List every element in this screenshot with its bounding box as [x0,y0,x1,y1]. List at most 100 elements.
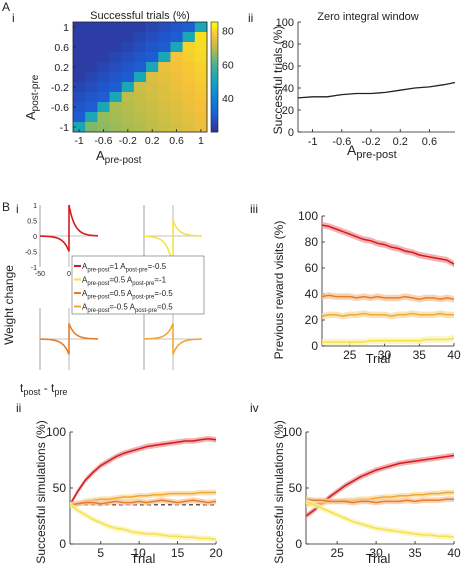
heatmap-cell [85,42,98,53]
y-tick-label: 50 [53,481,67,495]
colorbar-segment [211,22,218,25]
heatmap-cell [194,92,208,103]
stdp-curve-causal [172,338,202,355]
heatmap-cell [121,72,135,83]
colorbar-segment [211,59,218,63]
colorbar-segment [211,39,218,43]
heatmap-y-tick-label: 0.2 [54,62,69,74]
previous-reward-y-label: Previous reward visits (%) [272,221,286,360]
heatmap-cell [109,82,123,93]
heatmap-cell [73,102,86,113]
heatmap-cell [146,82,159,93]
heatmap-cell [109,42,123,53]
colorbar-segment [211,112,218,115]
heatmap-cell [182,32,196,43]
y-tick-label: 100 [276,17,294,29]
heatmap-cell [121,62,135,73]
previous-reward-plot: 25 30 35 40 0 20 40 60 80 100 [298,209,461,362]
heatmap-y-tick-label: -0.2 [51,82,69,94]
legend: Apre-post=1 Apost-pre=-0.5 Apre-post=0.5 … [71,255,205,315]
heatmap-cell [109,22,123,33]
y-tick-label: 0 [295,537,302,551]
heatmap-cell [73,52,86,63]
colorbar-frame [210,21,219,133]
y-tick-label: 40 [305,287,319,301]
legend-entry: Apre-post=0.5 Apost-pre=-1 [82,276,167,288]
heatmap-cell [133,22,147,33]
y-tick-label: 80 [282,39,294,51]
y-tick-label: 80 [305,235,319,249]
panel-letter-a: A [2,0,10,14]
heatmap-cell [97,92,110,103]
heatmap-cell [170,112,183,123]
series-line [69,437,217,506]
x-tick-label: 10 [132,546,146,560]
heatmap-cell [170,22,183,33]
y-tick-label: 0 [311,339,318,353]
heatmap-cell [146,22,159,33]
heatmap-cell [146,92,159,103]
colorbar-segment [211,37,218,40]
heatmap-cell [194,52,208,63]
stdp-curve-causal [68,204,98,237]
series-band [322,221,454,268]
heatmap-cell [182,72,196,83]
panel-letter-b: B [2,200,10,214]
panel-numeral-b-ii: ii [16,401,21,415]
heatmap-cell [182,102,196,113]
heatmap-y-tick-label: 0.6 [54,42,69,54]
colorbar-tick-label: 40 [222,93,234,105]
colorbar-segment [211,107,218,110]
colorbar-segment [211,109,218,113]
x-tick-label: 0.2 [393,136,408,148]
heatmap-cell [121,92,135,103]
heatmap-cell [194,32,208,43]
y-tick-label: 100 [46,425,66,439]
y-tick-label: 40 [282,83,294,95]
heatmap-y-tick-label: -1 [60,122,69,134]
heatmap-cell [158,92,171,103]
heatmap-title: Successful trials (%) [90,10,190,22]
heatmap-cell [109,32,123,43]
stdp-y-label: Weight change [2,265,16,345]
y-tick-label: 60 [282,61,294,73]
heatmap-cell [194,82,208,93]
successful-sims-early-plot: 5 10 15 20 0 50 100 [46,425,223,560]
heatmap-cell [133,32,147,43]
heatmap-cell [170,72,183,83]
heatmap-cell [133,122,147,133]
colorbar-segment [211,99,218,103]
heatmap-colorbar: 80 60 40 [210,21,234,133]
heatmap-cell [182,22,196,33]
heatmap-cell [158,82,171,93]
heatmap-cell [121,112,135,123]
previous-reward-panel: 25 30 35 40 0 20 40 60 80 100 Trial Previous rewa… [272,209,461,366]
colorbar-segment [211,117,218,120]
x-tick-label: 30 [369,546,383,560]
heatmap-cell [182,82,196,93]
stdp-x-tick-label: -50 [35,271,45,278]
colorbar-segment [211,114,218,118]
colorbar-segment [211,69,218,73]
heatmap-cell [73,62,86,73]
heatmap-cell [158,122,171,133]
colorbar-segment [211,24,218,28]
panel-numeral-b-iii: iii [250,202,258,216]
colorbar-segment [211,52,218,55]
series-band [70,502,216,543]
colorbar-segment [211,74,218,78]
heatmap-cell [121,32,135,43]
panel-numeral-b-i: i [16,202,19,216]
zero-integral-x-label: Apre-post [347,142,397,161]
heatmap-cell [158,72,171,83]
heatmap-x-tick-label: 0.6 [169,135,184,147]
colorbar-segment [211,57,218,60]
heatmap-cell [85,92,98,103]
colorbar-segment [211,84,218,88]
y-tick-label: 50 [289,481,303,495]
stdp-y-tick-label: -0.5 [25,250,37,257]
heatmap-cell [121,82,135,93]
heatmap-cell [133,112,147,123]
panel-numeral-a-ii: ii [248,11,253,25]
heatmap-cell [158,52,171,63]
